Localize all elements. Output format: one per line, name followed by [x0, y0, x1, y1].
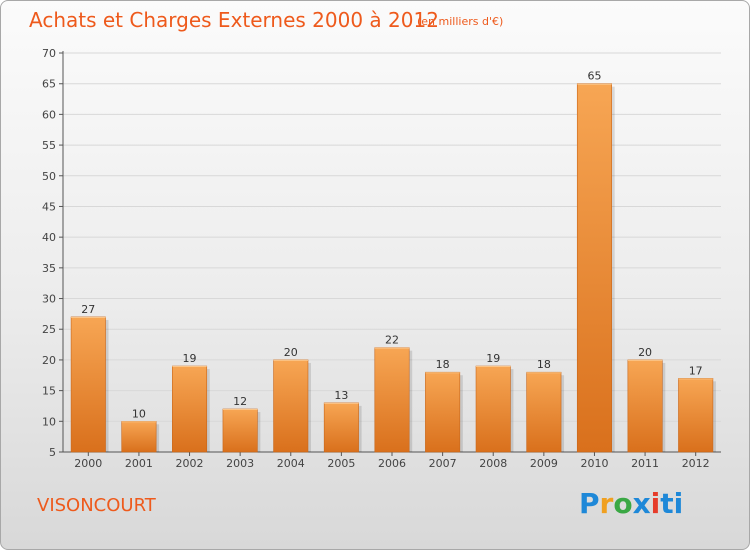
x-tick-label: 2008: [479, 457, 507, 470]
bar-value-label: 18: [436, 358, 450, 371]
bar: [374, 347, 410, 453]
y-tick-label: 55: [42, 139, 56, 152]
x-tick-label: 2010: [580, 457, 608, 470]
bar-value-label: 17: [689, 364, 703, 377]
y-tick-label: 60: [42, 108, 56, 121]
x-tick-label: 2001: [125, 457, 153, 470]
x-tick-label: 2007: [429, 457, 457, 470]
proxiti-logo: Proxiti: [579, 487, 684, 520]
chart-unit: (en milliers d'€): [417, 15, 504, 28]
y-tick-label: 45: [42, 200, 56, 213]
commune-name: VISONCOURT: [37, 495, 156, 516]
bar: [323, 402, 359, 453]
bar-value-label: 12: [233, 395, 247, 408]
y-tick-label: 50: [42, 170, 56, 183]
bar-value-label: 27: [81, 303, 95, 316]
bar-value-label: 10: [132, 407, 146, 420]
x-tick-label: 2004: [277, 457, 305, 470]
x-tick-label: 2003: [226, 457, 254, 470]
x-tick-label: 2009: [530, 457, 558, 470]
x-tick-label: 2006: [378, 457, 406, 470]
bar: [678, 378, 714, 453]
bar-value-label: 65: [587, 70, 601, 83]
bar: [627, 359, 663, 453]
bar-value-label: 20: [284, 346, 298, 359]
bar: [222, 408, 258, 453]
y-tick-label: 40: [42, 231, 56, 244]
bar-value-label: 22: [385, 334, 399, 347]
bar: [121, 421, 157, 453]
x-tick-label: 2011: [631, 457, 659, 470]
bar-value-label: 20: [638, 346, 652, 359]
bar: [172, 365, 208, 453]
y-tick-label: 65: [42, 78, 56, 91]
bar-value-label: 19: [486, 352, 500, 365]
bar: [576, 83, 612, 453]
bar: [526, 371, 562, 453]
y-tick-label: 20: [42, 354, 56, 367]
bar-value-label: 19: [183, 352, 197, 365]
bar: [475, 365, 511, 453]
y-tick-label: 70: [42, 47, 56, 60]
chart-title: Achats et Charges Externes 2000 à 2012: [29, 8, 439, 32]
x-tick-label: 2005: [327, 457, 355, 470]
bar: [70, 316, 106, 453]
x-tick-label: 2012: [682, 457, 710, 470]
bar: [425, 371, 461, 453]
x-tick-label: 2002: [176, 457, 204, 470]
y-tick-label: 10: [42, 415, 56, 428]
bar: [273, 359, 309, 453]
y-tick-label: 5: [49, 446, 56, 459]
y-tick-label: 35: [42, 262, 56, 275]
x-tick-label: 2000: [74, 457, 102, 470]
y-tick-label: 30: [42, 293, 56, 306]
bar-value-label: 13: [334, 389, 348, 402]
y-tick-label: 25: [42, 323, 56, 336]
y-tick-label: 15: [42, 385, 56, 398]
bar-value-label: 18: [537, 358, 551, 371]
